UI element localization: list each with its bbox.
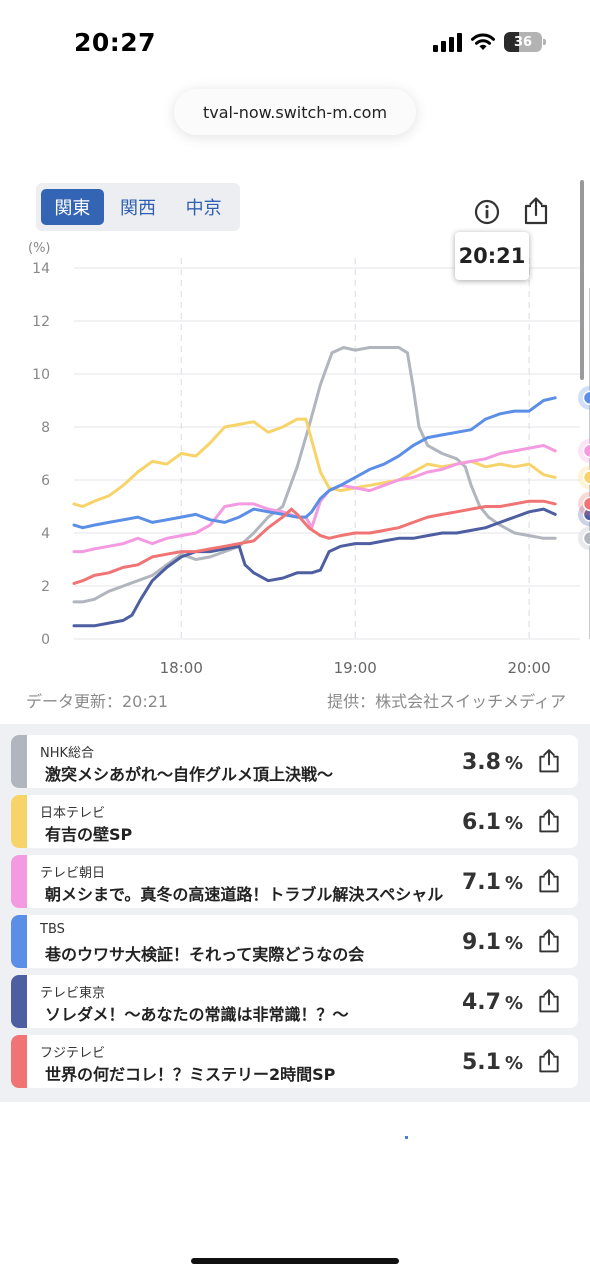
program-title: 有吉の壁SP xyxy=(45,825,133,844)
channel-name: TBS xyxy=(40,922,65,937)
time-tooltip: 20:21 xyxy=(455,232,529,280)
y-tick-label: 10 xyxy=(32,367,50,383)
channel-card-nhk[interactable]: NHK総合 激突メシあがれ～自作グルメ頂上決戦～ 3.8% xyxy=(11,735,578,788)
series-marker-5[interactable] xyxy=(582,496,590,512)
cellular-signal-icon xyxy=(433,32,462,52)
share-icon[interactable] xyxy=(536,748,562,774)
y-tick-label: 2 xyxy=(41,579,50,595)
channel-name: テレビ朝日 xyxy=(40,866,106,881)
channel-name: テレビ東京 xyxy=(40,986,106,1001)
wifi-icon xyxy=(471,33,495,50)
status-bar: 20:27 36 xyxy=(0,0,590,80)
series-line-1[interactable] xyxy=(72,417,557,508)
channel-name: フジテレビ xyxy=(40,1046,106,1061)
chart-footer: データ更新：20:21 提供：株式会社スイッチメディア xyxy=(26,688,566,712)
channel-color-bar xyxy=(11,795,27,848)
channel-color-bar xyxy=(11,915,27,968)
scrollbar[interactable] xyxy=(580,180,584,380)
rating-value: 4.7% xyxy=(461,990,523,1015)
x-tick-label: 19:00 xyxy=(334,659,377,677)
rating-value: 3.8% xyxy=(461,750,523,775)
battery-level: 36 xyxy=(513,34,533,50)
channel-card-tv-tokyo[interactable]: テレビ東京 ソレダメ！～あなたの常識は非常識！？～ 4.7% xyxy=(11,975,578,1028)
y-tick-label: 4 xyxy=(41,526,50,542)
provider-label: 提供：株式会社スイッチメディア xyxy=(327,692,566,711)
status-time: 20:27 xyxy=(74,28,157,57)
channel-color-bar xyxy=(11,735,27,788)
program-title: 巷のウワサ大検証！それって実際どうなの会 xyxy=(45,945,365,964)
x-tick-label: 20:00 xyxy=(508,659,551,677)
y-axis-label: (%) xyxy=(28,241,51,256)
program-title: ソレダメ！～あなたの常識は非常識！？～ xyxy=(45,1005,349,1024)
channel-card-tv-asahi[interactable]: テレビ朝日 朝メシまで。真冬の高速道路！トラブル解決スペシャル 7.1% xyxy=(11,855,578,908)
program-title: 世界の何だコレ！？ミステリー2時間SP xyxy=(45,1065,336,1084)
rating-value: 9.1% xyxy=(461,930,523,955)
y-tick-label: 6 xyxy=(41,473,50,489)
url-bar[interactable]: tval-now.switch-m.com xyxy=(174,89,416,135)
channel-color-bar xyxy=(11,855,27,908)
share-icon[interactable] xyxy=(536,928,562,954)
tab-kansai[interactable]: 関西 xyxy=(120,198,156,219)
series-line-2[interactable] xyxy=(72,444,557,554)
program-title: 朝メシまで。真冬の高速道路！トラブル解決スペシャル xyxy=(45,885,444,904)
channel-card-tbs[interactable]: TBS 巷のウワサ大検証！それって実際どうなの会 9.1% xyxy=(11,915,578,968)
y-tick-label: 8 xyxy=(41,420,50,436)
share-icon[interactable] xyxy=(536,988,562,1014)
share-icon[interactable] xyxy=(536,868,562,894)
share-icon[interactable] xyxy=(521,196,551,226)
series-line-4[interactable] xyxy=(72,507,557,628)
series-line-0[interactable] xyxy=(72,346,557,604)
channel-color-bar xyxy=(11,1035,27,1088)
share-icon[interactable] xyxy=(536,808,562,834)
tab-chukyo[interactable]: 中京 xyxy=(185,198,222,219)
y-tick-label: 12 xyxy=(32,314,50,330)
ratings-chart[interactable]: 0 2 4 6 8 10 12 14 (%) 18:00 19:00 20:00 xyxy=(0,235,590,685)
channel-list: NHK総合 激突メシあがれ～自作グルメ頂上決戦～ 3.8% 日本テレビ 有吉の壁… xyxy=(0,724,590,1102)
tab-kanto[interactable]: 関東 xyxy=(41,189,104,225)
channel-card-fuji-tv[interactable]: フジテレビ 世界の何だコレ！？ミステリー2時間SP 5.1% xyxy=(11,1035,578,1088)
battery-icon: 36 xyxy=(504,32,546,52)
y-tick-label: 0 xyxy=(41,632,50,648)
home-indicator[interactable] xyxy=(191,1258,399,1264)
channel-color-bar xyxy=(11,975,27,1028)
channel-name: NHK総合 xyxy=(40,746,95,761)
status-icons: 36 xyxy=(433,32,546,52)
series-marker-2[interactable] xyxy=(582,443,590,459)
rating-value: 5.1% xyxy=(461,1050,523,1075)
rating-value: 7.1% xyxy=(461,870,523,895)
info-icon[interactable] xyxy=(474,199,500,225)
channel-name: 日本テレビ xyxy=(40,806,106,821)
channel-card-ntv[interactable]: 日本テレビ 有吉の壁SP 6.1% xyxy=(11,795,578,848)
decorative-dot xyxy=(405,1136,408,1139)
share-icon[interactable] xyxy=(536,1048,562,1074)
series-marker-3[interactable] xyxy=(582,390,590,406)
series-line-3[interactable] xyxy=(72,396,557,530)
series-marker-4[interactable] xyxy=(582,507,590,522)
series-marker-1[interactable] xyxy=(582,470,590,485)
rating-value: 6.1% xyxy=(461,810,523,835)
x-tick-label: 18:00 xyxy=(160,659,203,677)
series-marker-0[interactable] xyxy=(582,531,590,546)
region-tabs: 関東 関西 中京 xyxy=(36,183,240,231)
ratings-chart-svg[interactable]: 0 2 4 6 8 10 12 14 (%) 18:00 19:00 20:00 xyxy=(0,235,590,685)
series-line-5[interactable] xyxy=(72,499,557,585)
program-title: 激突メシあがれ～自作グルメ頂上決戦～ xyxy=(45,765,334,784)
y-tick-label: 14 xyxy=(32,261,50,277)
data-updated-label: データ更新：20:21 xyxy=(26,692,169,711)
